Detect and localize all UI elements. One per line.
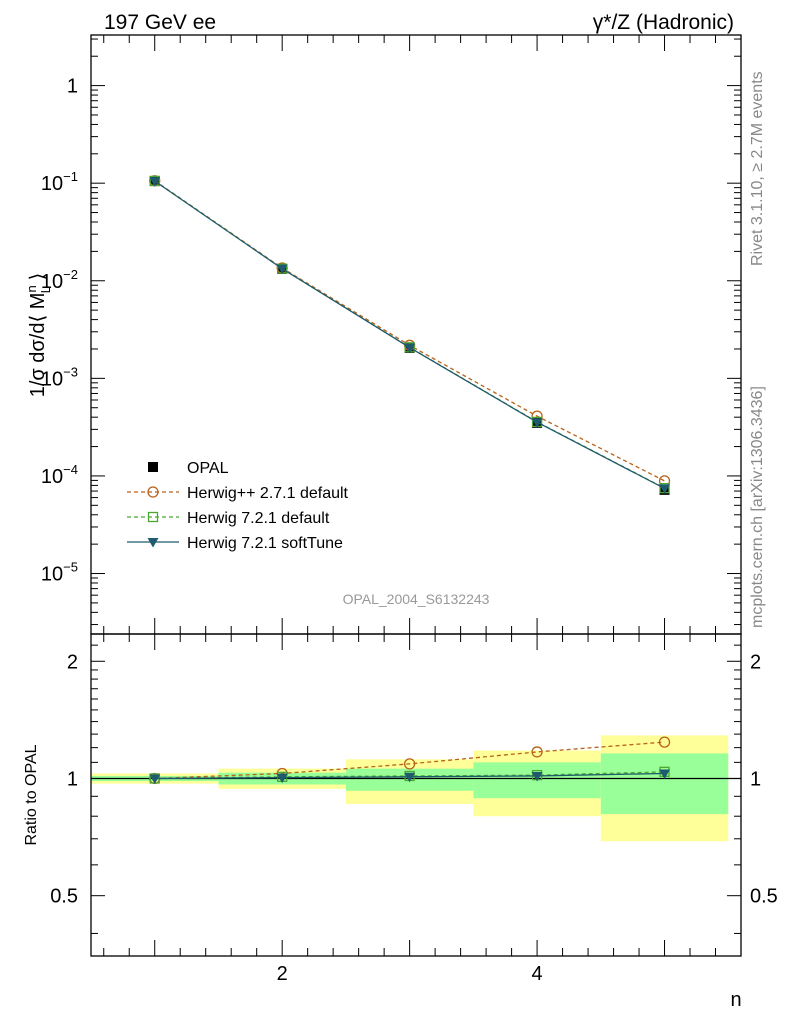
analysis-label: OPAL_2004_S6132243: [343, 591, 490, 607]
ratio-point-softtune-3: [404, 772, 416, 783]
main-y-tick-label-5: 10−1: [41, 169, 78, 195]
legend-label-herwig721: Herwig 7.2.1 default: [187, 510, 330, 527]
ratio-point-softtune-1: [149, 774, 161, 784]
ratio-line-herwigpp: [154, 741, 665, 780]
ratio-uncertainty-bands: [91, 735, 741, 842]
main-y-tick-label-2: 10−4: [41, 462, 78, 488]
ratio-series-group: [149, 736, 671, 785]
legend-marker-herwig721: [147, 511, 159, 523]
main-y-tick-label-1: 10−5: [41, 560, 78, 586]
ratio-point-herwigpp-4: [531, 746, 543, 758]
ratio-frame: [90, 633, 742, 957]
ratio-y-tick-label-2: 1: [67, 768, 78, 790]
ratio-y-tick-label-right-2: 1: [750, 768, 761, 790]
legend-label-softtune: Herwig 7.2.1 softTune: [187, 535, 343, 552]
main-point-softtune-1: [149, 177, 161, 187]
legend: OPAL Herwig++ 2.7.1 default Herwig 7.2.1 d…: [127, 460, 349, 552]
main-point-softtune-5: [659, 484, 671, 494]
ratio-y-axis-label: Ratio to OPAL: [23, 744, 40, 845]
main-series-group: [149, 175, 671, 495]
side-label-rivet: Rivet 3.1.10, ≥ 2.7M events: [749, 71, 766, 266]
side-label-mcplots: mcplots.cern.ch [arXiv:1306.3436]: [749, 386, 766, 628]
ratio-y-tick-label-right-1: 0.5: [750, 886, 778, 908]
main-point-softtune-3: [404, 343, 416, 354]
ratio-point-herwigpp-5: [658, 736, 671, 748]
ratio-point-softtune-2: [276, 773, 288, 784]
legend-label-herwigpp: Herwig++ 2.7.1 default: [187, 485, 349, 502]
x-tick-label-1: 2: [277, 963, 288, 985]
ratio-y-tick-label-3: 2: [67, 651, 78, 673]
main-point-softtune-2: [276, 264, 288, 275]
main-y-tick-label-6: 1: [67, 76, 78, 98]
ratio-point-softtune-4: [531, 771, 543, 782]
legend-marker-herwigpp: [147, 486, 159, 498]
header-left: 197 GeV ee: [104, 11, 216, 34]
main-y-axis-label: 1/σ dσ/d⟨ MnL ⟩: [24, 273, 53, 398]
main-y-tick-label-4: 10−2: [41, 267, 78, 293]
x-tick-label-2: 4: [532, 963, 543, 985]
legend-marker-opal: [148, 462, 158, 472]
ratio-point-herwigpp-3: [403, 758, 416, 770]
main-line-herwigpp: [154, 180, 665, 482]
legend-marker-softtune: [147, 538, 159, 548]
ratio-y-tick-label-1: 0.5: [50, 886, 78, 908]
ratio-band-inner-5: [600, 753, 729, 815]
main-y-tick-label-3: 10−3: [41, 364, 78, 390]
axes-group: 10−5 10−4 10−3 10−2 10−1 1 2 4 0.5 0.5 1 1 2 2: [41, 34, 778, 985]
legend-label-opal: OPAL: [187, 460, 229, 477]
main-point-herwigpp-5: [658, 475, 671, 487]
ratio-point-softtune-5: [659, 769, 671, 779]
x-axis-label: n: [730, 989, 741, 1011]
main-point-softtune-4: [531, 418, 543, 428]
header-right: γ*/Z (Hadronic): [593, 11, 734, 34]
ratio-y-tick-label-right-3: 2: [750, 651, 761, 673]
